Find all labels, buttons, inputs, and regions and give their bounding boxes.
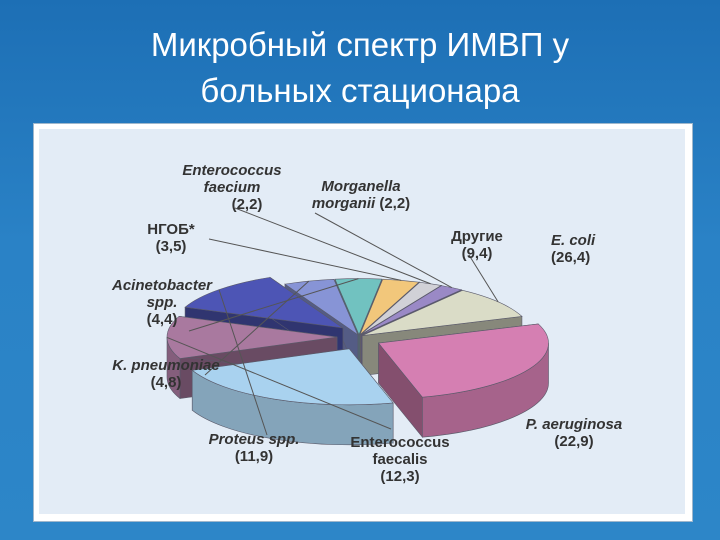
- slice-value-e-coli: (26,4): [551, 249, 591, 266]
- slice-top-ngob: [359, 278, 420, 335]
- slice-name-k-pneumoniae: K. pneumoniae: [112, 357, 220, 374]
- slice-name-enterococcus-faecalis-2: faecalis: [372, 451, 428, 468]
- slice-label-enterococcus-faecalis: Enterococcus faecalis (12,3): [335, 434, 465, 485]
- slice-value-enterococcus-faecium: (2,2): [231, 196, 263, 213]
- slice-label-proteus: Proteus spp. (11,9): [189, 431, 319, 465]
- slice-top-k-pneumoniae: [284, 278, 359, 336]
- slice-name-morganella-2-row: morganii (2,2): [293, 195, 429, 212]
- slice-label-e-coli: E. coli (26,4): [551, 232, 595, 266]
- leader-line-k-pneumoniae: [204, 280, 310, 376]
- slice-top-e-coli: [377, 323, 549, 398]
- slice-label-k-pneumoniae: K. pneumoniae (4,8): [101, 357, 231, 391]
- slide-title: Микробный спектр ИМВП у больных стациона…: [0, 22, 720, 114]
- slice-name-acinetobacter-2: spp.: [146, 294, 178, 311]
- slice-name-acinetobacter-1: Acinetobacter: [111, 277, 213, 294]
- slice-top-enterococcus-faecium: [360, 281, 442, 336]
- pie-chart: [166, 207, 549, 446]
- leader-line-enterococcus-faecalis: [166, 336, 392, 430]
- slice-name-enterococcus-faecium-1: Enterococcus: [182, 162, 282, 179]
- slide-title-line-2: больных стационара: [200, 72, 520, 109]
- leader-line-drugie: [468, 254, 499, 303]
- slice-value-enterococcus-faecalis: (12,3): [380, 468, 420, 485]
- slice-label-morganella: Morganella morganii (2,2): [293, 178, 429, 212]
- slice-name-enterococcus-faecalis-1: Enterococcus: [350, 434, 450, 451]
- slice-value-k-pneumoniae: (4,8): [150, 374, 182, 391]
- slice-top-morganella: [360, 285, 463, 336]
- pie-slice-e-coli: [377, 323, 549, 439]
- slice-label-acinetobacter: Acinetobacter spp. (4,4): [97, 277, 227, 328]
- slice-name-morganella-2: morganii: [311, 195, 376, 212]
- slice-name-enterococcus-faecium-2: faecium: [203, 179, 261, 196]
- slice-value-morganella: (2,2): [379, 195, 411, 212]
- slice-name-proteus: Proteus spp.: [208, 431, 300, 448]
- slice-value-acinetobacter: (4,4): [146, 311, 178, 328]
- slice-label-ngob: НГОБ* (3,5): [139, 221, 203, 255]
- leader-line-morganella: [314, 212, 452, 289]
- slice-label-p-aeruginosa: P. aeruginosa (22,9): [509, 416, 639, 450]
- slice-value-proteus: (11,9): [234, 448, 274, 465]
- slice-top-p-aeruginosa: [191, 348, 394, 406]
- slice-name-drugie: Другие: [451, 228, 503, 245]
- slice-value-p-aeruginosa: (22,9): [554, 433, 594, 450]
- slice-name-morganella-1: Morganella: [321, 178, 401, 195]
- slide-title-line-1: Микробный спектр ИМВП у: [150, 26, 570, 63]
- chart-panel: E. coli (26,4) P. aeruginosa (22,9) Ente…: [39, 129, 685, 514]
- slice-name-e-coli: E. coli: [551, 232, 596, 249]
- slice-value-ngob: (3,5): [155, 238, 187, 255]
- slice-name-p-aeruginosa: P. aeruginosa: [525, 416, 623, 433]
- leader-line-ngob: [208, 238, 402, 281]
- slice-label-enterococcus-faecium: Enterococcus faecium (2,2): [167, 162, 297, 213]
- leader-line-acinetobacter: [188, 278, 359, 332]
- leader-line-proteus: [218, 289, 268, 436]
- slice-label-drugie: Другие (9,4): [437, 228, 517, 262]
- leader-line-enterococcus-faecium: [234, 207, 431, 285]
- slice-name-ngob: НГОБ*: [147, 221, 195, 238]
- slice-value-drugie: (9,4): [461, 245, 493, 262]
- chart-frame: E. coli (26,4) P. aeruginosa (22,9) Ente…: [33, 123, 693, 522]
